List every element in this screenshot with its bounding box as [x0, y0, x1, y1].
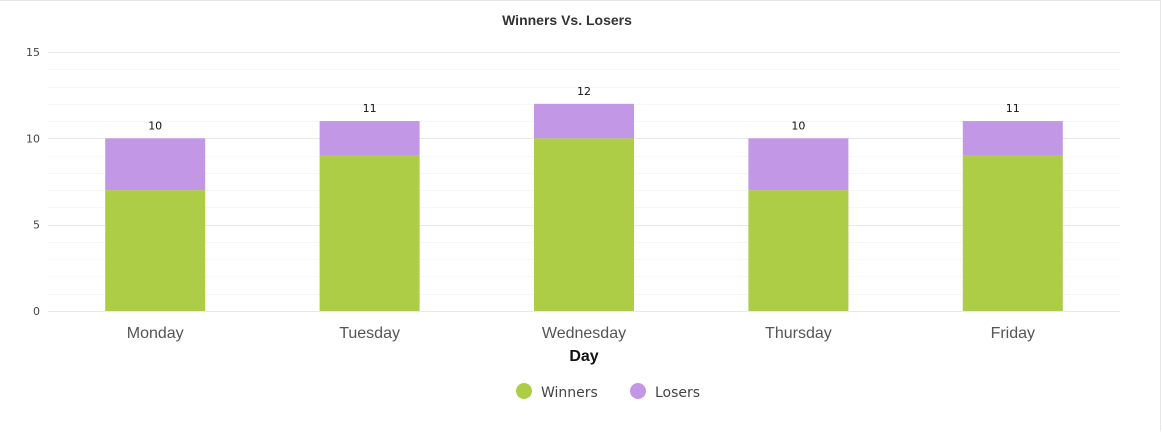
- bar-winners-friday[interactable]: [962, 155, 1063, 311]
- legend-label: Losers: [655, 385, 700, 401]
- bar-winners-monday[interactable]: [105, 190, 206, 311]
- y-tick-label: 15: [26, 46, 40, 59]
- legend-marker: [630, 383, 646, 399]
- legend-item-winners[interactable]: Winners: [516, 383, 598, 401]
- bar-winners-wednesday[interactable]: [534, 138, 634, 311]
- legend: Winners Losers: [516, 383, 700, 401]
- bar-losers-friday[interactable]: [962, 121, 1063, 156]
- x-axis-ticks: Monday Tuesday Wednesday Thursday Friday: [127, 325, 1035, 342]
- x-axis-title: Day: [569, 348, 598, 365]
- chart-title: Winners Vs. Losers: [502, 12, 632, 28]
- x-tick-label: Thursday: [765, 325, 832, 342]
- data-label-total: 11: [1006, 102, 1020, 115]
- bars: [105, 103, 1063, 311]
- x-tick-label: Monday: [127, 325, 184, 342]
- bar-winners-tuesday[interactable]: [319, 155, 420, 311]
- data-label-total: 11: [363, 102, 377, 115]
- bar-losers-monday[interactable]: [105, 138, 206, 191]
- bar-losers-wednesday[interactable]: [534, 103, 634, 139]
- data-label-total: 10: [148, 119, 162, 132]
- bar-losers-tuesday[interactable]: [319, 121, 420, 156]
- bar-losers-thursday[interactable]: [748, 138, 849, 191]
- x-tick-label: Friday: [991, 325, 1035, 342]
- x-tick-label: Tuesday: [339, 325, 400, 342]
- legend-marker: [516, 383, 532, 399]
- legend-item-losers[interactable]: Losers: [630, 383, 700, 401]
- bar-winners-thursday[interactable]: [748, 190, 849, 311]
- y-tick-label: 10: [26, 132, 40, 145]
- x-tick-label: Wednesday: [542, 325, 626, 342]
- data-label-total: 10: [791, 119, 805, 132]
- y-tick-label: 0: [33, 305, 40, 318]
- y-tick-label: 5: [33, 219, 40, 232]
- data-label-total: 12: [577, 85, 591, 98]
- y-axis-ticks: 0 5 10 15: [26, 46, 40, 318]
- legend-label: Winners: [541, 385, 598, 401]
- data-labels: 10 11 12 10 11: [148, 85, 1020, 133]
